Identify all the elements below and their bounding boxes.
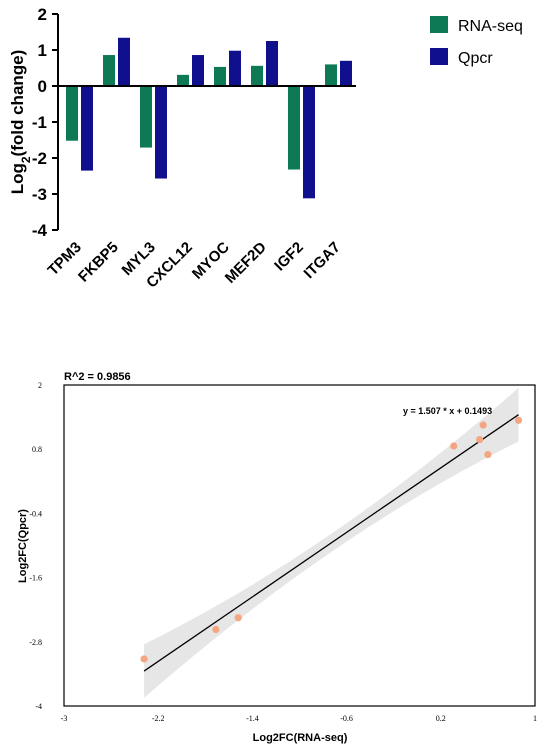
bar-rna-seq-myl3: [140, 86, 152, 148]
legend-label-rna-seq: RNA-seq: [458, 18, 523, 35]
regression-equation: y = 1.507 * x + 0.1493: [403, 406, 492, 416]
scatter-x-tick-label: 0.2: [436, 714, 446, 723]
bar-qpcr-mef2d: [266, 41, 278, 86]
scatter-x-tick-label: 1: [533, 714, 537, 723]
scatter-chart: R^2 = 0.9856 y = 1.507 * x + 0.1493 -3 -2…: [17, 371, 537, 744]
bar-qpcr-itga7: [340, 60, 352, 86]
scatter-y-tick-label: 2: [38, 381, 42, 390]
bar-y-axis-label: Log2(fold change): [8, 50, 33, 195]
scatter-point: [140, 655, 148, 663]
bar-rna-seq-myoc: [214, 66, 226, 86]
bar-rna-seq-igf2: [288, 86, 300, 170]
scatter-point: [212, 625, 220, 634]
scatter-point: [479, 421, 487, 429]
bar-qpcr-myl3: [155, 86, 167, 179]
bar-y-tick-label: 0: [38, 77, 47, 96]
bar-y-tick-label: -2: [32, 149, 47, 168]
bar-y-axis: 2 1 0 -1 -2 -3 -4: [32, 5, 59, 240]
scatter-point: [234, 614, 242, 622]
bar-rna-seq-mef2d: [251, 65, 263, 86]
bar-y-tick-label: 1: [38, 41, 47, 60]
legend-label-qpcr: Qpcr: [458, 50, 493, 67]
bar-legend: RNA-seq Qpcr: [430, 16, 523, 67]
bar-qpcr-igf2: [303, 86, 315, 199]
scatter-x-tick-label: -2.2: [152, 714, 165, 723]
scatter-r2-title: R^2 = 0.9856: [64, 371, 131, 383]
bar-y-tick-label: -1: [32, 113, 47, 132]
bar-y-tick-label: -3: [32, 185, 47, 204]
scatter-y-tick-label: 0.8: [32, 445, 42, 454]
bar-rna-seq-fkbp5: [103, 55, 115, 86]
bar-rna-seq-cxcl12: [177, 74, 189, 86]
bar-rna-seq-tpm3: [66, 86, 78, 141]
bar-category-label: ITGA7: [301, 239, 344, 282]
scatter-point: [514, 416, 523, 424]
bar-y-tick-label: -4: [32, 221, 48, 240]
bar-rna-seq-itga7: [325, 64, 337, 86]
bar-qpcr-myoc: [229, 50, 241, 86]
legend-swatch-rna-seq: [430, 16, 448, 33]
regression-line: [143, 414, 519, 672]
scatter-y-tick-label: -4: [35, 702, 42, 711]
bar-chart: 210-1-2-3-4 Log2(fold change) TPM3FKBP5M…: [8, 5, 523, 292]
scatter-x-axis-label: Log2FC(RNA-seq): [253, 732, 348, 744]
bar-category-label: FKBP5: [75, 239, 122, 286]
bar-qpcr-tpm3: [81, 86, 93, 171]
bar-category-label: MEF2D: [222, 239, 270, 287]
scatter-y-tick-label: -2.8: [29, 638, 42, 647]
scatter-point: [450, 442, 458, 450]
scatter-plot-frame: [63, 384, 536, 707]
legend-swatch-qpcr: [430, 48, 448, 65]
scatter-x-tick-label: -3: [61, 714, 68, 723]
scatter-y-tick-label: -1.6: [29, 574, 42, 583]
bar-qpcr-cxcl12: [192, 55, 204, 86]
scatter-point: [476, 435, 484, 444]
scatter-y-axis-label: Log2FC(Qpcr): [17, 509, 29, 583]
bar-qpcr-fkbp5: [118, 37, 130, 86]
bar-y-tick-label: 2: [38, 5, 47, 24]
scatter-point: [484, 450, 492, 459]
scatter-x-tick-label: -0.6: [340, 714, 353, 723]
scatter-x-tick-label: -1.4: [246, 714, 259, 723]
scatter-y-tick-label: -0.4: [29, 509, 42, 518]
